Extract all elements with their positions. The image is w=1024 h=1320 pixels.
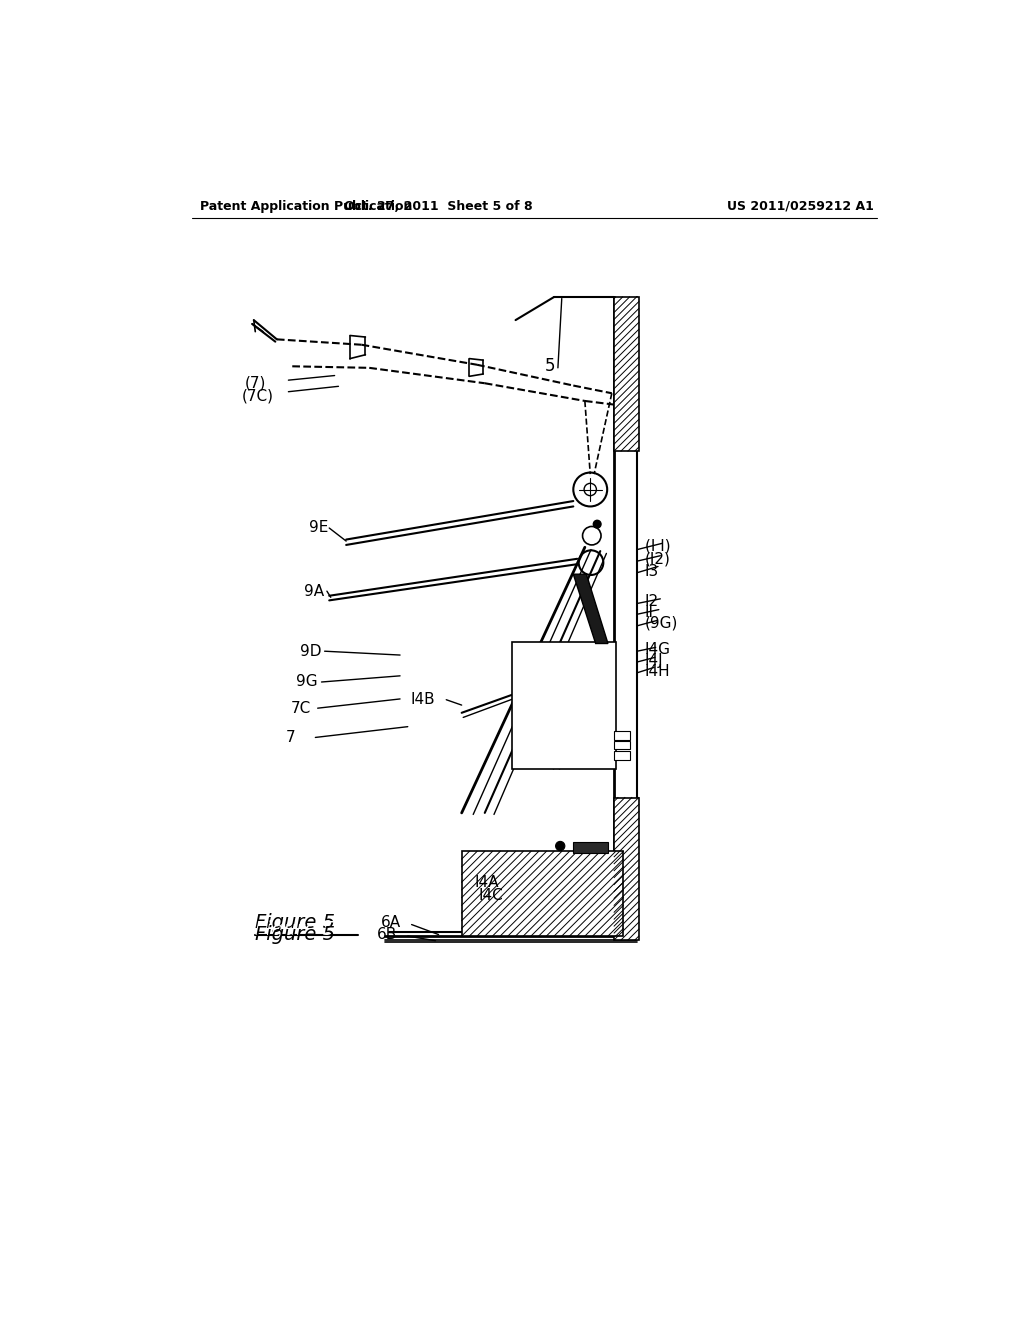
Text: I3: I3 bbox=[645, 564, 659, 578]
Text: 9E: 9E bbox=[309, 520, 329, 536]
Text: (I I): (I I) bbox=[645, 539, 671, 554]
Text: Figure 5: Figure 5 bbox=[255, 920, 335, 940]
Text: US 2011/0259212 A1: US 2011/0259212 A1 bbox=[727, 199, 873, 213]
Text: (7C): (7C) bbox=[243, 388, 274, 403]
Circle shape bbox=[593, 520, 601, 528]
Circle shape bbox=[556, 841, 565, 850]
Text: 9A: 9A bbox=[304, 585, 324, 599]
Text: 5: 5 bbox=[545, 358, 555, 375]
Text: 9G: 9G bbox=[296, 675, 317, 689]
Text: I4H: I4H bbox=[645, 664, 671, 678]
Bar bbox=[573, 842, 608, 853]
Bar bbox=[462, 851, 624, 936]
Text: 7: 7 bbox=[286, 730, 296, 744]
Text: I4A: I4A bbox=[475, 875, 500, 890]
Text: I4G: I4G bbox=[645, 642, 671, 657]
Polygon shape bbox=[573, 574, 608, 644]
Text: (9G): (9G) bbox=[645, 616, 678, 631]
Bar bbox=[614, 730, 630, 739]
Text: (7): (7) bbox=[245, 376, 266, 391]
Text: Figure 5: Figure 5 bbox=[255, 912, 335, 932]
Text: Patent Application Publication: Patent Application Publication bbox=[200, 199, 413, 213]
Text: 6A: 6A bbox=[381, 915, 401, 929]
Text: Figure 5: Figure 5 bbox=[255, 924, 335, 944]
Bar bbox=[614, 297, 639, 451]
Text: Oct. 27, 2011  Sheet 5 of 8: Oct. 27, 2011 Sheet 5 of 8 bbox=[344, 199, 532, 213]
Text: (I2): (I2) bbox=[645, 552, 671, 566]
Text: I4C: I4C bbox=[478, 888, 504, 903]
Bar bbox=[614, 742, 630, 748]
Bar bbox=[512, 642, 615, 770]
Bar bbox=[614, 751, 630, 760]
Text: 9D: 9D bbox=[300, 644, 322, 659]
Text: I4J: I4J bbox=[645, 653, 664, 668]
Text: II: II bbox=[645, 605, 654, 620]
Text: 6B: 6B bbox=[377, 927, 397, 942]
Text: 7C: 7C bbox=[291, 701, 311, 715]
Bar bbox=[614, 797, 639, 940]
Text: I4B: I4B bbox=[410, 692, 435, 708]
Text: I2: I2 bbox=[645, 594, 659, 610]
